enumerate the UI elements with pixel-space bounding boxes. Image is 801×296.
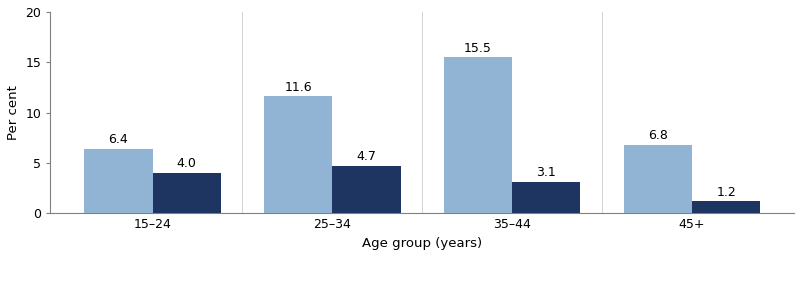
Bar (152, 173, 221, 213)
Text: 6.4: 6.4 (108, 133, 128, 146)
Y-axis label: Per cent: Per cent (7, 85, 20, 140)
Bar (264, 96, 332, 213)
X-axis label: Age group (years): Age group (years) (362, 237, 482, 250)
Text: 4.7: 4.7 (356, 150, 376, 163)
Bar (332, 166, 400, 213)
Bar (512, 182, 581, 213)
Text: 15.5: 15.5 (464, 42, 492, 55)
Text: 11.6: 11.6 (284, 81, 312, 94)
Bar (692, 201, 760, 213)
Text: 6.8: 6.8 (648, 129, 668, 142)
Bar (624, 145, 692, 213)
Text: 1.2: 1.2 (716, 186, 736, 199)
Bar (84, 149, 152, 213)
Text: 4.0: 4.0 (177, 157, 196, 170)
Text: 3.1: 3.1 (537, 166, 556, 179)
Bar (444, 57, 512, 213)
